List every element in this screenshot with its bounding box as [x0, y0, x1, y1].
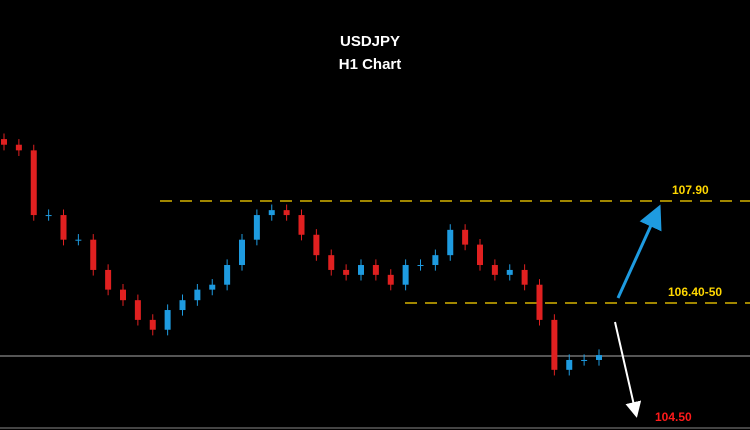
candle-body: [60, 215, 67, 240]
candle-body: [105, 269, 112, 290]
candle-body: [343, 269, 350, 275]
candle-body: [30, 150, 37, 216]
candle-body: [402, 265, 409, 285]
candle-body: [313, 234, 320, 256]
candle-body: [551, 319, 558, 370]
candle-body: [149, 319, 156, 330]
candle-body: [387, 274, 394, 285]
candle-body: [358, 265, 364, 275]
target-label: 104.50: [655, 410, 692, 424]
candle-body: [521, 269, 528, 285]
candle-body: [164, 310, 171, 330]
candle-body: [224, 265, 231, 285]
candle-body: [209, 284, 216, 290]
candle-body: [268, 210, 275, 216]
candle-body: [45, 215, 52, 217]
candle-body: [1, 139, 7, 145]
candle-body: [90, 239, 97, 270]
candle-body: [328, 255, 335, 270]
candle-body: [134, 300, 141, 320]
candle-body: [283, 210, 290, 216]
down-arrow: [614, 321, 642, 418]
candle-body: [432, 255, 439, 266]
level-label: 107.90: [672, 183, 709, 197]
candle-body: [447, 229, 454, 256]
chart-subtitle: H1 Chart: [339, 56, 402, 73]
candle-body: [506, 269, 513, 275]
candle-body: [298, 215, 305, 235]
candle-body: [120, 289, 126, 301]
level-label: 106.40-50: [668, 285, 722, 299]
chart-title: USDJPY: [340, 33, 400, 50]
candle-body: [253, 215, 260, 240]
candle-body: [75, 239, 82, 241]
candle-body: [194, 289, 201, 301]
candle-body: [239, 239, 245, 266]
candle-body: [179, 300, 186, 311]
candle-body: [566, 359, 573, 370]
candle-body: [596, 355, 602, 360]
candle-body: [477, 244, 483, 266]
candle-body: [462, 229, 469, 245]
candle-body: [491, 265, 498, 275]
candle-body: [15, 144, 22, 151]
candle-body: [581, 359, 588, 361]
candle-body: [372, 265, 379, 275]
up-arrow: [616, 204, 662, 299]
candle-body: [536, 284, 543, 320]
candle-body: [417, 265, 424, 267]
